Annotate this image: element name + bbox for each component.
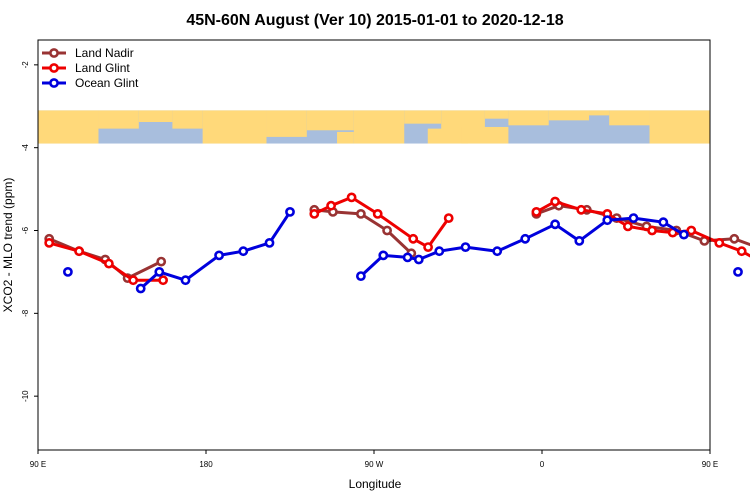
legend-label: Land Glint: [75, 61, 130, 75]
x-tick-label: 90 E: [30, 460, 46, 469]
y-axis: -2 -4 -6 -8 -10: [21, 61, 38, 402]
map-land: [98, 110, 139, 129]
data-point: [74, 246, 84, 257]
x-axis: 90 E 180 90 W 0 90 E: [30, 450, 718, 469]
x-tick-label: 90 W: [365, 460, 384, 469]
data-point: [408, 233, 419, 244]
data-point: [736, 246, 747, 257]
data-point: [602, 215, 613, 226]
y-tick-label: -4: [21, 144, 30, 152]
chart-title: 45N-60N August (Ver 10) 2015-01-01 to 20…: [186, 12, 563, 29]
map-land: [337, 131, 354, 144]
data-point: [346, 192, 357, 203]
legend-item: Land Glint: [42, 61, 130, 75]
map-land: [202, 110, 267, 144]
legend-label: Land Nadir: [75, 46, 134, 60]
data-point: [658, 217, 669, 228]
legend-marker: [49, 63, 59, 73]
y-tick-label: -8: [21, 309, 30, 317]
legend-label: Ocean Glint: [75, 76, 139, 90]
data-point: [576, 204, 587, 215]
data-point: [733, 266, 743, 277]
data-point: [443, 213, 454, 223]
data-point: [128, 275, 139, 286]
map-band: [38, 110, 710, 144]
map-land: [609, 110, 650, 126]
data-point: [402, 252, 413, 263]
plot-frame: [37, 39, 711, 451]
y-tick-label: -6: [21, 226, 30, 234]
data-point: [492, 246, 503, 257]
legend-marker: [49, 78, 59, 88]
series-ocean-glint: [63, 206, 743, 294]
data-point: [264, 237, 275, 248]
data-point: [378, 250, 389, 261]
data-point: [647, 225, 657, 236]
x-tick-label: 180: [199, 460, 213, 469]
map-land: [38, 110, 99, 144]
map-land: [172, 110, 203, 129]
map-land: [484, 110, 509, 119]
data-point: [44, 237, 55, 248]
x-tick-label: 0: [540, 460, 545, 469]
map-land: [693, 128, 710, 139]
data-point: [180, 275, 191, 286]
data-point: [285, 206, 295, 217]
data-point: [154, 266, 165, 277]
data-point: [628, 213, 639, 223]
legend-marker: [49, 48, 59, 58]
data-point: [158, 275, 168, 286]
data-point: [214, 250, 224, 261]
data-point: [238, 246, 249, 257]
map-land: [548, 110, 590, 121]
map-land: [353, 110, 405, 144]
data-point: [520, 233, 531, 244]
data-point: [460, 242, 471, 252]
data-point: [574, 235, 585, 246]
data-point: [729, 233, 740, 244]
data-point: [686, 225, 697, 236]
data-point: [156, 256, 167, 267]
y-tick-label: -10: [21, 390, 30, 402]
data-point: [309, 208, 320, 219]
y-axis-label: XCO2 - MLO trend (ppm): [1, 178, 15, 313]
data-point: [531, 206, 542, 217]
map-land: [306, 110, 354, 131]
x-axis-label: Longitude: [349, 477, 402, 491]
map-land: [508, 110, 549, 126]
map-land: [138, 110, 173, 122]
data-point: [355, 271, 366, 281]
data-point: [623, 221, 633, 232]
data-point: [550, 196, 560, 207]
map-land: [427, 128, 469, 144]
series-layer: [44, 192, 750, 294]
series-land-nadir: [44, 200, 750, 283]
data-point: [382, 225, 392, 236]
x-tick-label: 90 E: [702, 460, 718, 469]
map-land: [404, 110, 442, 124]
legend-item: Land Nadir: [42, 46, 134, 60]
map-land: [266, 110, 307, 137]
data-point: [434, 246, 445, 257]
data-point: [423, 242, 433, 252]
legend-item: Ocean Glint: [42, 76, 139, 90]
data-point: [372, 208, 383, 219]
data-point: [355, 208, 366, 219]
data-point: [326, 200, 336, 211]
data-point: [550, 219, 560, 230]
y-tick-label: -2: [21, 61, 30, 69]
map-land: [589, 110, 610, 116]
data-point: [413, 254, 424, 265]
data-point: [135, 283, 146, 294]
data-point: [714, 237, 725, 248]
map-land: [461, 126, 509, 144]
data-point: [63, 266, 73, 277]
data-point: [679, 229, 689, 240]
data-point: [104, 258, 114, 269]
